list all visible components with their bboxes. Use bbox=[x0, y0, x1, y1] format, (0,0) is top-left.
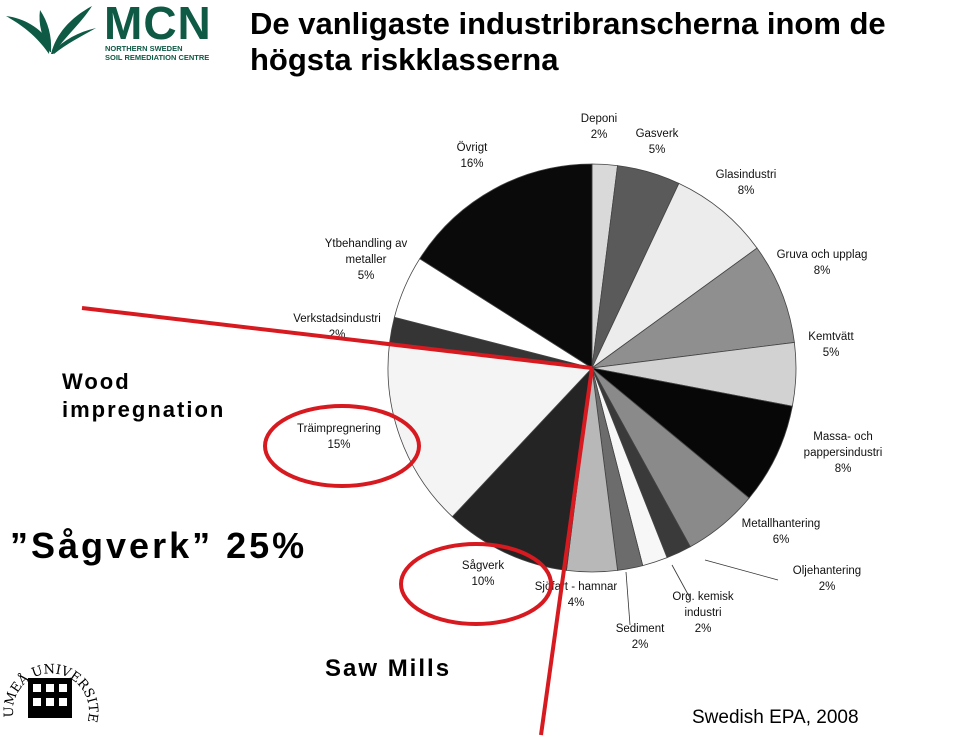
mcn-logo-wordmark: MCN bbox=[104, 0, 212, 49]
saw-mills-annotation: Saw Mills bbox=[325, 655, 452, 682]
mcn-logo-subtitle-1: NORTHERN SWEDEN bbox=[105, 44, 183, 53]
slice-label: Sågverk 10% bbox=[462, 560, 504, 588]
slice-label: Deponi 2% bbox=[581, 113, 617, 141]
label-leader-line bbox=[671, 564, 691, 599]
sagverk-annotation: ”Sågverk” 25% bbox=[10, 525, 308, 566]
slice-label: Övrigt 16% bbox=[457, 142, 488, 170]
slice-label: Gruva och upplag 8% bbox=[777, 249, 868, 277]
pie-slice-sågverk bbox=[451, 366, 593, 571]
pie-slice-glasindustri bbox=[591, 182, 758, 369]
red-highlights bbox=[81, 306, 594, 736]
pie-slice-träimpregnering bbox=[387, 341, 593, 518]
wood-impregnation-annotation: Wood impregnation bbox=[62, 369, 226, 422]
slice-label: Glasindustri 8% bbox=[716, 169, 777, 197]
highlight-line-upper bbox=[81, 306, 593, 370]
pie-slice-gruva-och-upplag bbox=[591, 247, 795, 369]
label-leader-line bbox=[625, 571, 631, 626]
slice-label: Metallhantering 6% bbox=[742, 518, 821, 546]
label-leader-line bbox=[704, 559, 779, 581]
slice-label: Sediment 2% bbox=[616, 623, 665, 651]
slice-label: Ytbehandling av metaller 5% bbox=[325, 238, 408, 282]
slice-labels: Deponi 2% Gasverk 5% Glasindustri 8% Gruva och… bbox=[293, 113, 882, 651]
label-leaders bbox=[625, 559, 779, 626]
highlight-ellipse-traimpregnering bbox=[263, 404, 421, 488]
umea-university-logo: UMEÅ UNIVERSITET bbox=[0, 648, 100, 724]
slide-title: De vanligaste industribranscherna inom d… bbox=[250, 6, 886, 77]
highlight-ellipse-sagverk bbox=[399, 542, 553, 626]
source-citation: Swedish EPA, 2008 bbox=[692, 707, 859, 728]
slice-label: Kemtvätt 5% bbox=[808, 331, 854, 359]
slice-label: Oljehantering 2% bbox=[793, 565, 861, 593]
pie-slice-massa-och-pappersindustri bbox=[591, 367, 793, 499]
mcn-logo-subtitle-2: SOIL REMEDIATION CENTRE bbox=[105, 53, 210, 62]
slice-label: Sjöfart - hamnar 4% bbox=[535, 581, 618, 609]
slice-label: Gasverk 5% bbox=[636, 128, 679, 156]
mcn-logo: MCN NORTHERN SWEDEN SOIL REMEDIATION CEN… bbox=[4, 0, 234, 66]
highlight-line-lower bbox=[539, 367, 594, 736]
slice-label: Org. kemisk industri 2% bbox=[672, 591, 734, 635]
mcn-leaf-icon bbox=[6, 6, 96, 54]
slice-label: Träimpregnering 15% bbox=[297, 423, 381, 451]
slice-label: Massa- och pappersindustri 8% bbox=[804, 431, 883, 475]
pie-slice-övrigt bbox=[419, 163, 593, 369]
pie-slices bbox=[387, 163, 797, 573]
